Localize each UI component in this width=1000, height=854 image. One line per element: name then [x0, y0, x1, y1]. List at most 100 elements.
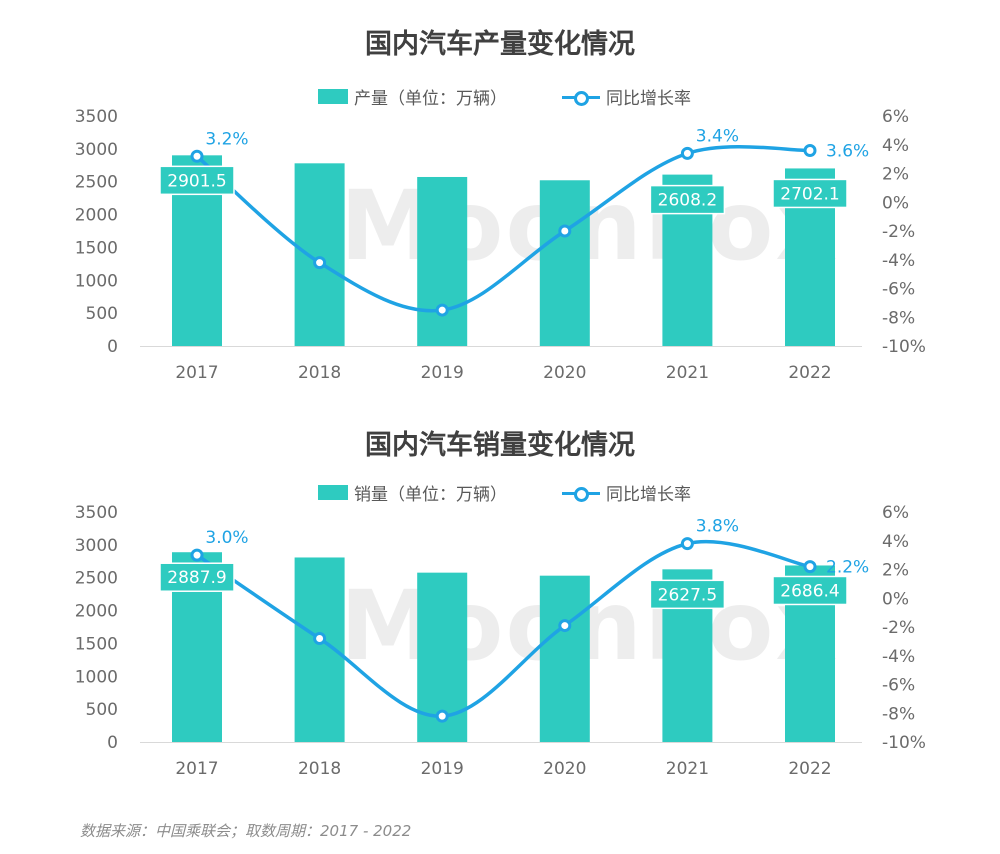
- legend-item-line: 同比增长率: [562, 84, 691, 109]
- left-axis-tick-label: 0: [107, 733, 118, 753]
- legend-line-swatch: [562, 89, 600, 106]
- bar-value-label: 2887.9: [167, 568, 226, 588]
- x-axis-tick-label: 2018: [298, 759, 341, 779]
- legend-item-line: 同比增长率: [562, 480, 691, 505]
- bar: [294, 163, 345, 346]
- source-note: 数据来源：中国乘联会；取数周期：2017 - 2022: [80, 822, 412, 840]
- growth-line: [195, 144, 811, 313]
- legend-bar-label: 产量（单位：万辆）: [354, 89, 507, 109]
- left-axis-tick-label: 2500: [75, 173, 118, 193]
- left-axis-tick-label: 1500: [75, 238, 118, 258]
- x-axis-tick-label: 2021: [666, 759, 709, 779]
- x-axis-tick-label: 2020: [543, 363, 586, 383]
- right-axis-tick-label: 2%: [882, 561, 909, 581]
- growth-point: [313, 632, 327, 645]
- production-chart: 0 500 1000 1500 2000 2500 3000 3500 -10% -8% -6% -4…: [75, 107, 926, 383]
- right-axis-tick-label: -8%: [882, 308, 915, 328]
- legend-bar-swatch: [318, 89, 348, 104]
- left-axis-tick-label: 3500: [75, 107, 118, 127]
- x-axis-tick-label: 2017: [175, 363, 218, 383]
- growth-point: [435, 303, 449, 317]
- legend-bar-swatch: [318, 485, 348, 500]
- left-axis-tick-label: 1000: [75, 667, 118, 687]
- growth-point: [558, 224, 572, 238]
- bar-value-label-box: [649, 579, 726, 610]
- right-axis-tick-label: -6%: [882, 280, 915, 300]
- bar-value-label-box: [649, 184, 726, 215]
- x-axis-tick-label: 2022: [788, 363, 831, 383]
- sales-chart: 0 500 1000 1500 2000 2500 3000 3500 -10% -8% -6% -4…: [75, 503, 926, 779]
- right-axis-tick-label: -4%: [882, 251, 915, 271]
- bar: [417, 176, 468, 346]
- left-axis-tick-label: 3500: [75, 503, 118, 523]
- bar-value-label-box: [772, 575, 848, 606]
- legend-production: 产量（单位：万辆） 同比增长率: [0, 84, 1000, 109]
- right-axis-tick-label: -6%: [882, 676, 915, 696]
- left-axis-tick-label: 0: [107, 337, 118, 357]
- growth-point: [190, 149, 204, 163]
- legend-sales: 销量（单位：万辆） 同比增长率: [0, 480, 1000, 505]
- right-axis-tick-label: 0%: [882, 589, 909, 609]
- left-axis-tick-label: 500: [86, 700, 118, 720]
- right-axis-tick-label: 0%: [882, 193, 909, 213]
- legend-item-bar: 产量（单位：万辆）: [318, 84, 507, 109]
- legend-line-label: 同比增长率: [606, 89, 691, 109]
- right-axis-tick-label: -4%: [882, 647, 915, 667]
- growth-value-label: 3.4%: [696, 126, 739, 146]
- bar-value-label: 2627.5: [658, 585, 717, 605]
- x-axis-tick-label: 2022: [788, 759, 831, 779]
- right-axis-tick-label: -10%: [882, 733, 926, 753]
- growth-value-label: 3.2%: [205, 129, 248, 149]
- growth-point: [190, 548, 204, 562]
- left-axis-tick-label: 1500: [75, 634, 118, 654]
- growth-value-label: 3.0%: [205, 528, 248, 548]
- growth-line: [196, 539, 811, 718]
- growth-point: [803, 560, 817, 574]
- right-axis-tick-label: 6%: [882, 107, 909, 127]
- chart-title-sales: 国内汽车销量变化情况: [365, 430, 635, 461]
- legend-line-swatch: [562, 485, 600, 502]
- left-axis-tick-label: 2000: [75, 602, 118, 622]
- x-axis-tick-label: 2020: [543, 759, 586, 779]
- bar: [539, 575, 590, 742]
- left-axis-tick-label: 3000: [75, 536, 118, 556]
- growth-value-label: 2.2%: [826, 558, 869, 578]
- right-axis-tick-label: -2%: [882, 222, 915, 242]
- bar: [539, 180, 590, 346]
- legend-item-bar: 销量（单位：万辆）: [318, 480, 507, 505]
- chart-title-production: 国内汽车产量变化情况: [365, 29, 635, 60]
- x-axis-tick-label: 2021: [666, 363, 709, 383]
- left-axis-tick-label: 500: [86, 304, 118, 324]
- right-axis-tick-label: -10%: [882, 337, 926, 357]
- left-axis-tick-label: 2500: [75, 569, 118, 589]
- right-axis-tick-label: 2%: [882, 165, 909, 185]
- growth-point: [803, 144, 817, 157]
- bar-value-label: 2901.5: [167, 171, 226, 191]
- growth-point: [680, 537, 694, 551]
- growth-value-label: 3.6%: [826, 142, 869, 162]
- right-axis-tick-label: 4%: [882, 136, 909, 156]
- bar-value-label: 2702.1: [780, 184, 839, 204]
- growth-point: [680, 146, 694, 160]
- x-axis-tick-label: 2019: [421, 759, 464, 779]
- right-axis-tick-label: -8%: [882, 704, 915, 724]
- bar-value-label-box: [159, 562, 235, 592]
- legend-line-label: 同比增长率: [606, 485, 691, 505]
- bar-value-label-box: [772, 178, 848, 209]
- legend-bar-label: 销量（单位：万辆）: [354, 485, 507, 505]
- right-axis-tick-label: 6%: [882, 503, 909, 523]
- left-axis-tick-label: 2000: [75, 206, 118, 226]
- x-axis-tick-label: 2018: [298, 363, 341, 383]
- x-axis-tick-label: 2017: [175, 759, 218, 779]
- bar-value-label: 2686.4: [780, 581, 839, 601]
- left-axis-tick-label: 3000: [75, 140, 118, 160]
- bar-value-label-box: [159, 165, 235, 196]
- right-axis-tick-label: -2%: [882, 618, 915, 638]
- growth-value-label: 3.8%: [696, 517, 739, 537]
- left-axis-tick-label: 1000: [75, 271, 118, 291]
- right-axis-tick-label: 4%: [882, 532, 909, 552]
- x-axis-tick-label: 2019: [421, 363, 464, 383]
- growth-point: [558, 619, 572, 633]
- growth-point: [435, 709, 449, 723]
- growth-point: [313, 256, 327, 270]
